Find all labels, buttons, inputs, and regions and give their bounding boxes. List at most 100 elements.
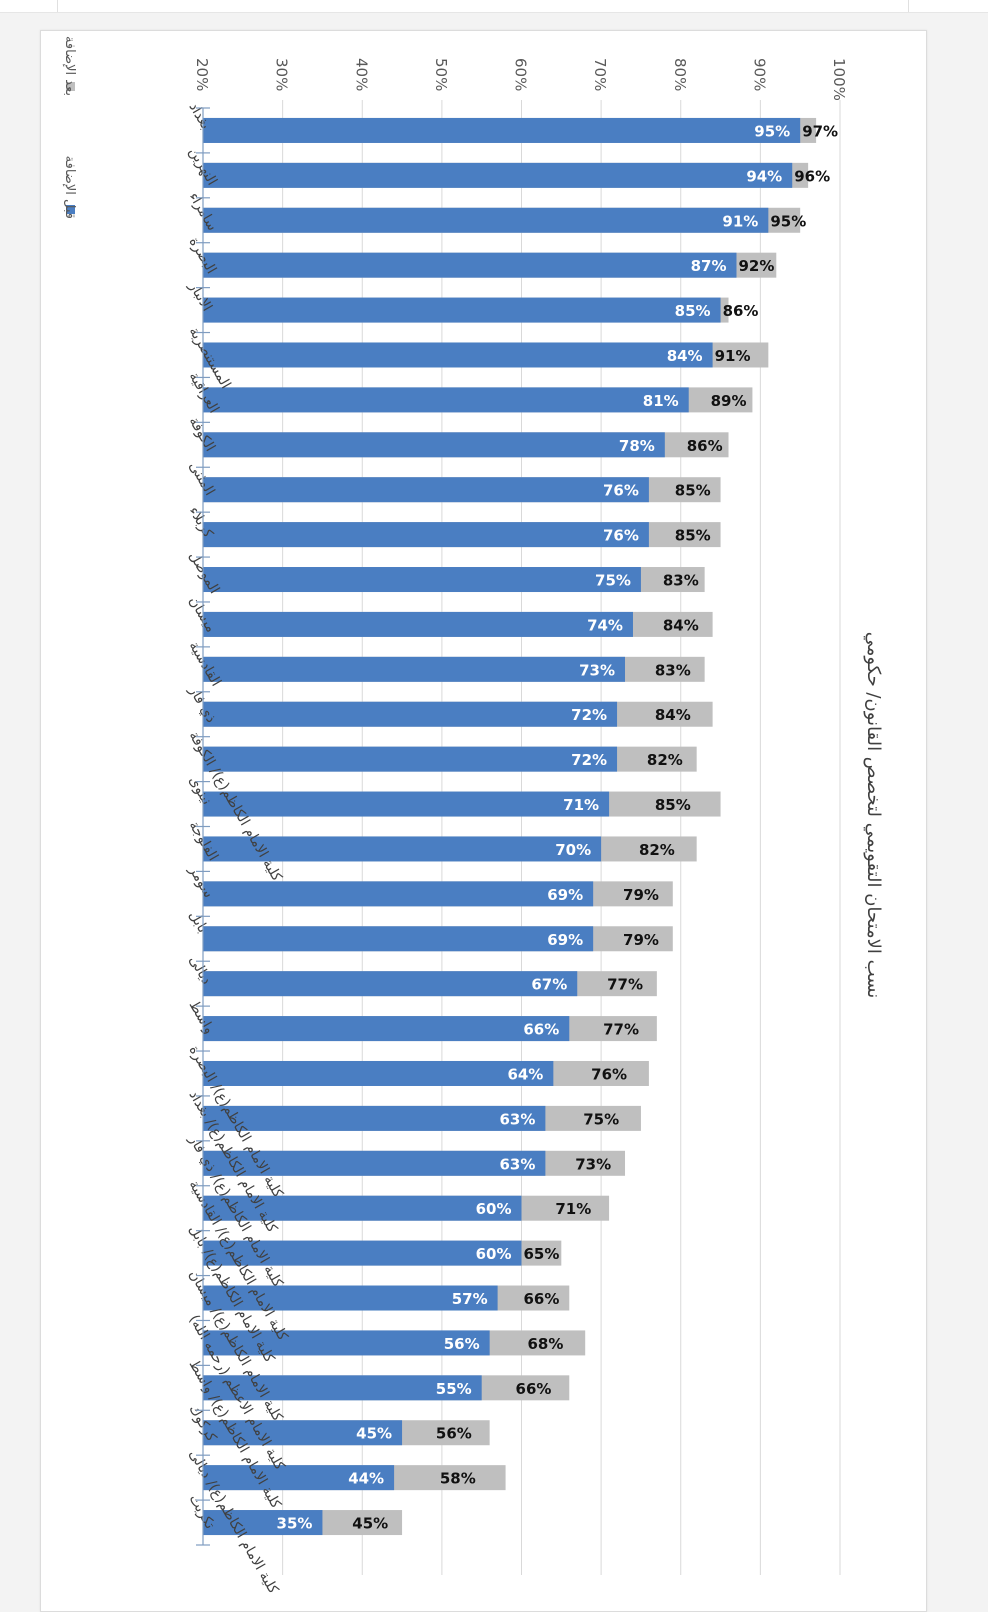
data-label-after: 86% <box>687 437 723 455</box>
bar-before <box>203 701 618 727</box>
bar-before <box>203 1240 522 1266</box>
data-label-after: 68% <box>527 1335 563 1353</box>
data-labels: 95% 97% 94% 96% 91% 95% 87% 92% 85% 86% 84% 91% 81% 8… <box>277 122 839 1532</box>
data-label-before: 64% <box>507 1065 543 1083</box>
data-label-after: 75% <box>583 1110 619 1128</box>
bar-before <box>203 1150 546 1176</box>
data-label-before: 71% <box>563 796 599 814</box>
bar-before <box>203 342 713 368</box>
bar-before <box>203 1285 498 1311</box>
bar-before <box>203 1420 403 1446</box>
data-label-before: 81% <box>643 392 679 410</box>
bar-before <box>203 611 633 637</box>
data-label-after: 82% <box>647 751 683 769</box>
data-label-before: 75% <box>595 572 631 590</box>
bar-before <box>203 1375 482 1401</box>
data-label-before: 70% <box>555 841 591 859</box>
x-tick-label: 90% <box>750 58 768 91</box>
data-label-after: 85% <box>675 527 711 545</box>
data-label-after: 96% <box>794 167 830 185</box>
data-label-after: 84% <box>655 706 691 724</box>
data-label-before: 63% <box>499 1110 535 1128</box>
data-label-before: 35% <box>277 1515 313 1533</box>
legend-label: بعد الإضافة <box>62 36 77 96</box>
bar-before <box>203 1016 570 1042</box>
data-label-before: 85% <box>675 302 711 320</box>
data-label-after: 86% <box>723 302 759 320</box>
x-tick-label: 30% <box>273 58 291 91</box>
data-label-before: 95% <box>754 122 790 140</box>
data-label-after: 56% <box>436 1425 472 1443</box>
x-tick-label: 60% <box>512 58 530 91</box>
data-label-after: 77% <box>603 1021 639 1039</box>
data-label-after: 89% <box>711 392 747 410</box>
bars <box>203 117 817 1536</box>
bar-before <box>203 207 769 233</box>
data-label-before: 72% <box>571 706 607 724</box>
data-label-after: 66% <box>523 1290 559 1308</box>
bar-before <box>203 1060 554 1086</box>
data-label-before: 56% <box>444 1335 480 1353</box>
data-label-after: 71% <box>555 1200 591 1218</box>
data-label-before: 44% <box>348 1470 384 1488</box>
legend-label: قبل الإضافة <box>62 156 77 219</box>
bar-before <box>203 432 665 458</box>
x-tick-label: 80% <box>671 58 689 91</box>
bar-before <box>203 1510 323 1536</box>
data-label-before: 78% <box>619 437 655 455</box>
bar-before <box>203 926 594 952</box>
data-label-after: 58% <box>440 1470 476 1488</box>
bar-before <box>203 522 649 548</box>
bar-before <box>203 477 649 503</box>
bar-before <box>203 1465 395 1491</box>
data-label-after: 83% <box>655 661 691 679</box>
data-label-before: 91% <box>722 212 758 230</box>
bar-before <box>203 746 618 772</box>
data-label-after: 92% <box>738 257 774 275</box>
bar-before <box>203 881 594 907</box>
data-label-before: 94% <box>746 167 782 185</box>
data-label-after: 91% <box>715 347 751 365</box>
x-tick-label: 100% <box>830 58 848 101</box>
bar-before <box>203 252 737 278</box>
data-label-before: 76% <box>603 482 639 500</box>
data-label-before: 87% <box>691 257 727 275</box>
data-label-after: 97% <box>802 122 838 140</box>
data-label-after: 77% <box>607 976 643 994</box>
bar-before <box>203 162 793 188</box>
bar-before <box>203 836 602 862</box>
data-label-after: 85% <box>675 482 711 500</box>
data-label-before: 84% <box>667 347 703 365</box>
legend-swatch <box>66 205 75 214</box>
data-label-before: 55% <box>436 1380 472 1398</box>
data-label-before: 72% <box>571 751 607 769</box>
data-label-before: 69% <box>547 931 583 949</box>
data-label-after: 84% <box>663 616 699 634</box>
bar-before <box>203 656 626 682</box>
x-axis-ticks: 20% 30% 40% 50% 60% 70% 80% 90% 100% <box>193 58 848 101</box>
bar-before <box>203 791 610 817</box>
data-label-after: 83% <box>663 572 699 590</box>
bar-before <box>203 1330 490 1356</box>
x-tick-label: 40% <box>352 58 370 91</box>
data-label-after: 95% <box>770 212 806 230</box>
data-label-after: 85% <box>655 796 691 814</box>
bar-before <box>203 1105 546 1131</box>
data-label-after: 79% <box>623 886 659 904</box>
x-tick-label: 50% <box>432 58 450 91</box>
legend: بعد الإضافة قبل الإضافة <box>62 36 77 219</box>
data-label-after: 65% <box>524 1245 560 1263</box>
data-label-before: 69% <box>547 886 583 904</box>
data-label-after: 73% <box>575 1155 611 1173</box>
data-label-before: 60% <box>476 1200 512 1218</box>
legend-swatch <box>66 82 75 91</box>
bar-before <box>203 567 641 593</box>
x-tick-label: 70% <box>591 58 609 91</box>
chart-title: نسب الامتحان التقويمي لتخصص القانون/ حكو… <box>863 632 884 999</box>
x-tick-label: 20% <box>193 58 211 91</box>
strip-divider <box>908 0 909 12</box>
data-label-after: 79% <box>623 931 659 949</box>
data-label-before: 63% <box>499 1155 535 1173</box>
data-label-after: 66% <box>516 1380 552 1398</box>
